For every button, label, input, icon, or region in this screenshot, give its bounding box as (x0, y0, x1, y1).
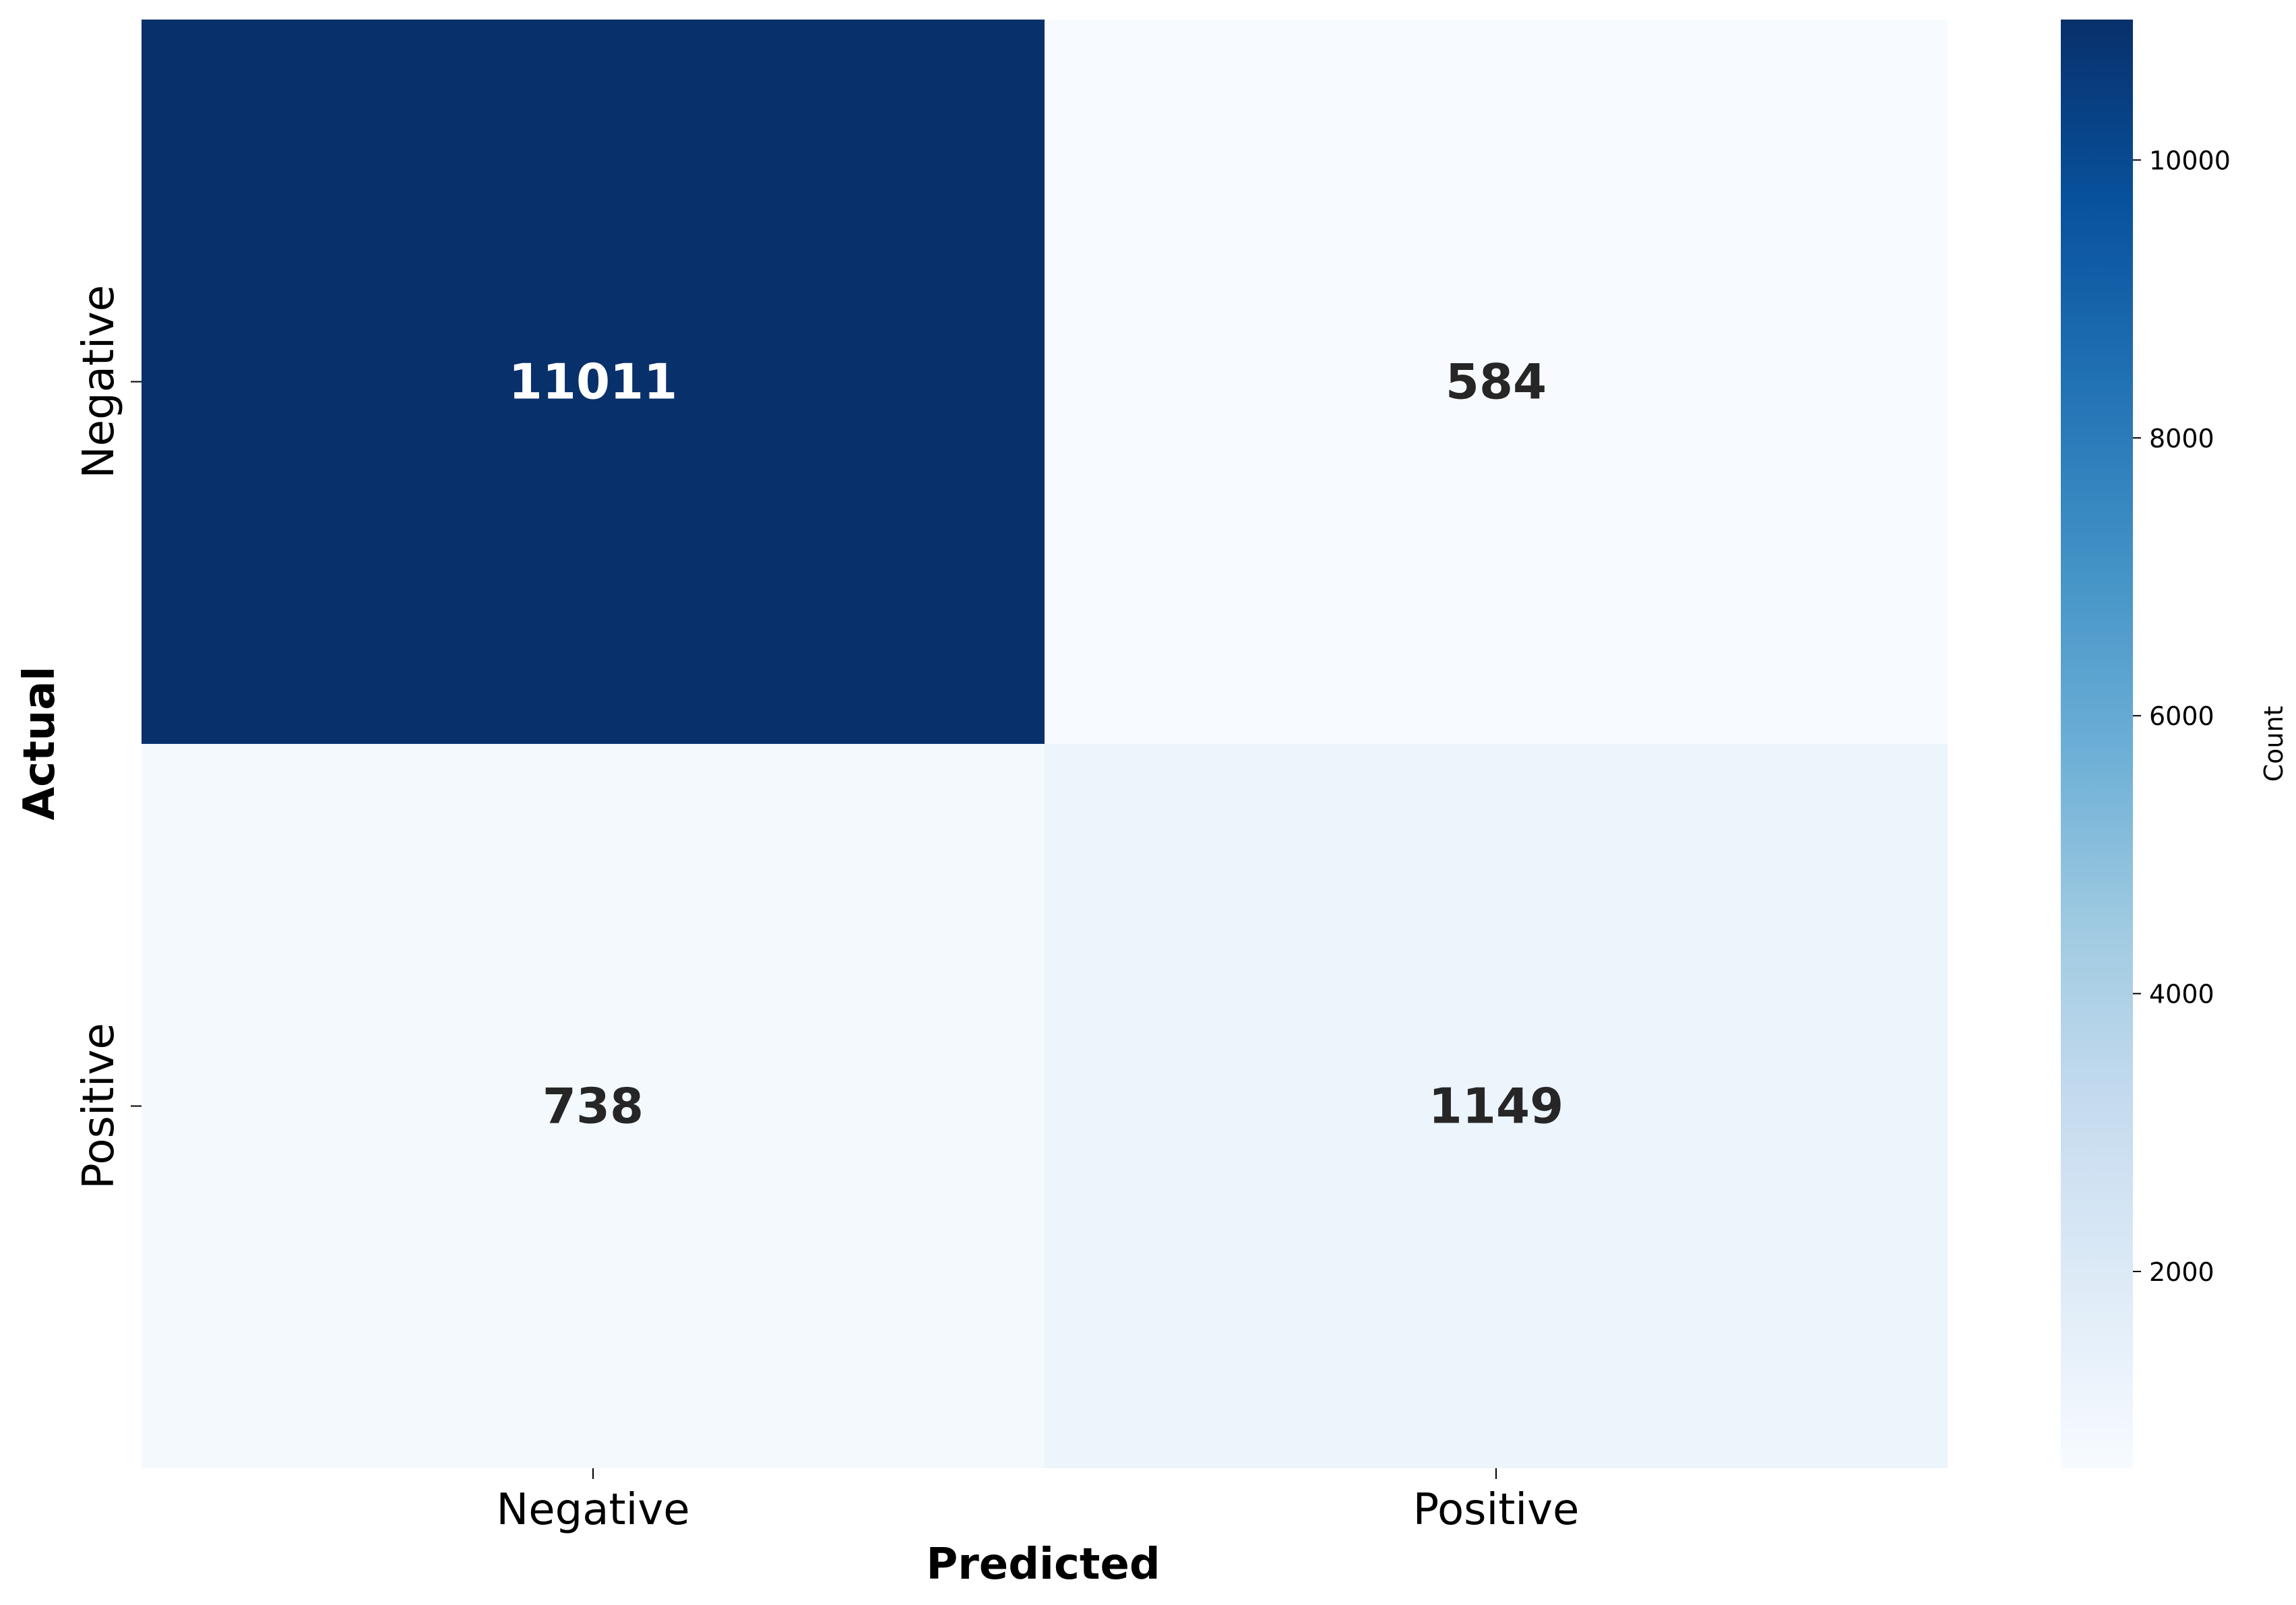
colorbar-tick-label: 10000 (2149, 146, 2231, 175)
heatmap-cells (142, 20, 1948, 1468)
cell-value-label: 738 (542, 1078, 644, 1135)
x-axis-label: Predicted (926, 1540, 1160, 1590)
colorbar-tick-label: 2000 (2149, 1257, 2214, 1287)
colorbar-gradient (2061, 20, 2133, 1468)
heatmap-cell (1045, 20, 1948, 744)
x-tick-label: Positive (1413, 1485, 1580, 1535)
colorbar-tick-label: 6000 (2149, 701, 2214, 731)
colorbar: 2000 4000 6000 8000 10000 Count (2061, 20, 2289, 1468)
y-tick-label: Negative (74, 285, 124, 478)
colorbar-ticks: 2000 4000 6000 8000 10000 (2133, 146, 2231, 1287)
y-axis-label: Actual (15, 666, 65, 821)
colorbar-label: Count (2259, 706, 2289, 782)
cell-value-label: 1149 (1429, 1078, 1563, 1135)
y-tick-label: Positive (74, 1023, 124, 1189)
cell-value-label: 584 (1446, 354, 1547, 410)
heatmap-cell (1045, 744, 1948, 1468)
x-tick-label: Negative (496, 1485, 689, 1535)
colorbar-tick-label: 8000 (2149, 424, 2214, 453)
cell-value-label: 11011 (509, 354, 678, 410)
heatmap-cell (142, 744, 1045, 1468)
heatmap-cell (142, 20, 1045, 744)
axis-ticks: Negative Positive Negative Positive (74, 285, 1579, 1535)
colorbar-tick-label: 4000 (2149, 980, 2214, 1009)
cell-value-labels: 11011 584 738 1149 (509, 354, 1563, 1135)
